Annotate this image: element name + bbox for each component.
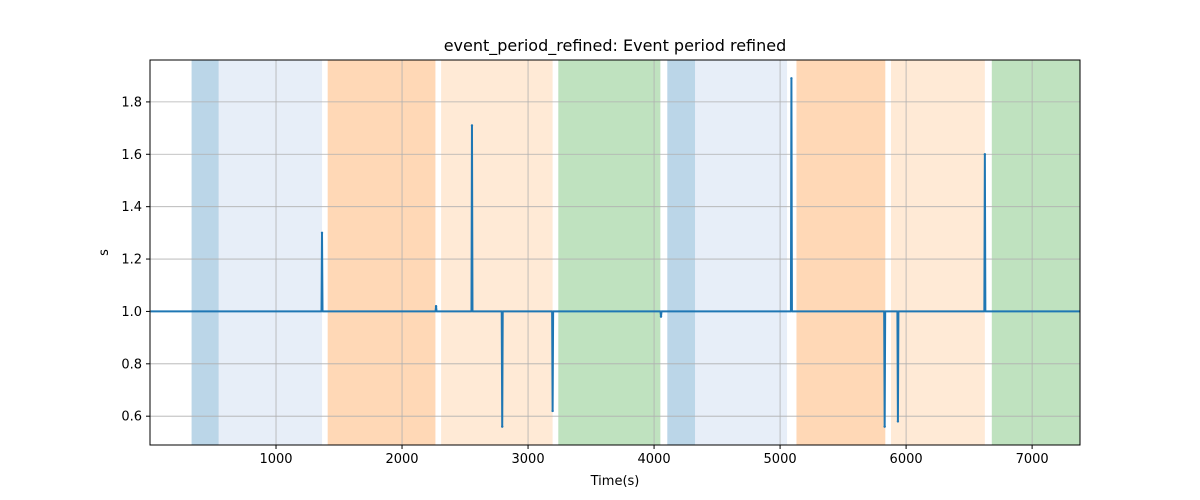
- spike-point-2: [434, 304, 438, 308]
- x-tick-label-1: 1000: [259, 452, 292, 467]
- y-tick-label-4: 1.2: [121, 253, 142, 268]
- chart-title: event_period_refined: Event period refin…: [444, 36, 787, 56]
- spike-point-8: [883, 425, 886, 428]
- shaded-region-5: [558, 60, 661, 445]
- spike-point-3: [470, 124, 474, 127]
- y-axis-ticks: 0.6 0.8 1.0 1.2 1.4 1.6 1.8: [121, 95, 150, 425]
- spike-point-1: [320, 231, 324, 235]
- shaded-region-1: [191, 60, 219, 445]
- x-tick-label-7: 7000: [1016, 452, 1049, 467]
- x-tick-label-4: 4000: [638, 452, 671, 467]
- spike-point-6: [659, 315, 663, 318]
- shaded-region-9: [890, 60, 985, 445]
- shaded-region-3: [327, 60, 436, 445]
- shaded-region-6: [667, 60, 696, 445]
- spike-point-7: [790, 77, 793, 80]
- y-tick-label-5: 1.4: [121, 200, 142, 215]
- shaded-region-8: [796, 60, 886, 445]
- y-tick-label-6: 1.6: [121, 148, 142, 163]
- spike-point-10: [983, 153, 987, 156]
- shaded-region-10: [991, 60, 1080, 445]
- y-tick-label-3: 1.0: [121, 305, 142, 320]
- event-period-series: [150, 77, 1080, 428]
- shaded-regions: [191, 60, 1080, 445]
- spike-point-4: [501, 425, 504, 428]
- x-tick-label-2: 2000: [385, 452, 418, 467]
- shaded-region-2: [218, 60, 323, 445]
- y-axis-label: s: [97, 249, 112, 256]
- shaded-region-4: [441, 60, 553, 445]
- x-axis-ticks: 1000 2000 3000 4000 5000 6000 7000: [259, 445, 1049, 467]
- spike-point-5: [551, 409, 554, 413]
- y-tick-label-1: 0.6: [121, 410, 142, 425]
- x-tick-label-6: 6000: [890, 452, 923, 467]
- y-tick-label-2: 0.8: [121, 357, 142, 372]
- x-tick-label-5: 5000: [764, 452, 797, 467]
- y-tick-label-7: 1.8: [121, 95, 142, 110]
- plot-frame: [149, 59, 1081, 446]
- spike-point-9: [896, 420, 900, 423]
- shaded-region-7: [695, 60, 788, 445]
- x-tick-label-3: 3000: [512, 452, 545, 467]
- x-axis-label: Time(s): [590, 474, 640, 489]
